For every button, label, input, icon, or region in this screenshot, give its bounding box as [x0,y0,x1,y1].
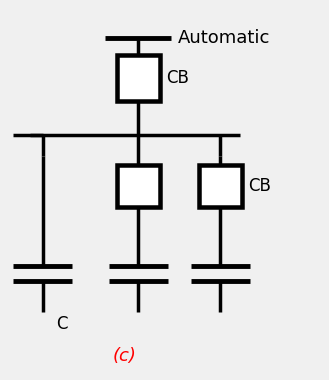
Text: C: C [56,315,67,333]
Bar [117,165,160,207]
Bar [117,55,160,101]
Text: Automatic: Automatic [178,29,270,47]
Text: CB: CB [248,177,271,195]
Bar [199,165,242,207]
Text: CB: CB [166,69,189,87]
Text: (c): (c) [113,347,137,365]
